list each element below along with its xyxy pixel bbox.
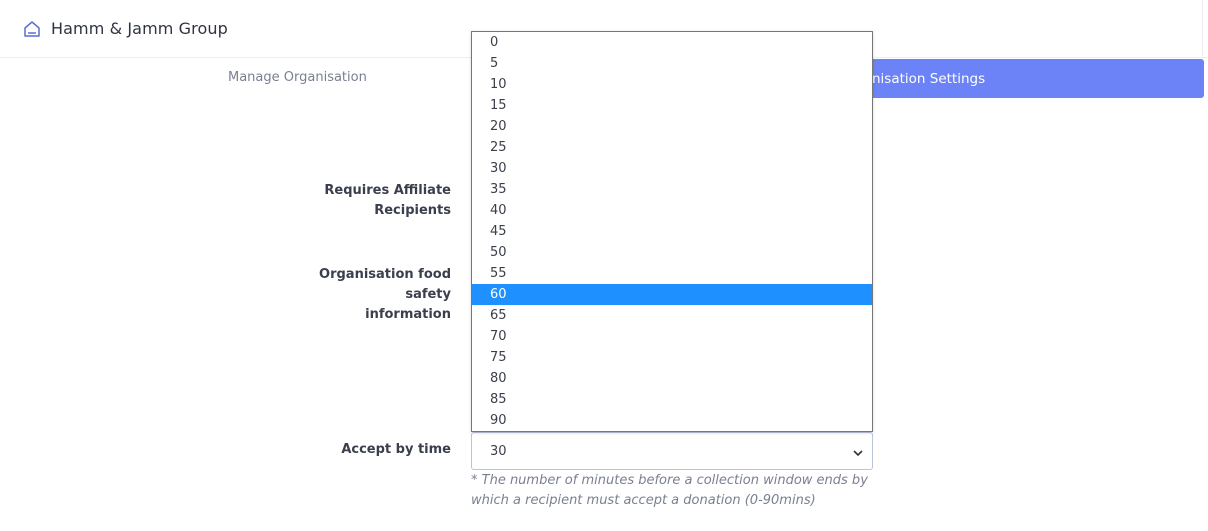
- food-safety-label-line: information: [365, 307, 451, 322]
- dropdown-option-65[interactable]: 65: [490, 308, 507, 323]
- accept-by-time-dropdown-list[interactable]: 0 5 10 15 20 25 30 35 40 45 50 55 60 65 70 75 80 85 90: [471, 31, 873, 432]
- accept-by-time-help: * The number of minutes before a collect…: [471, 471, 891, 511]
- dropdown-option-90[interactable]: 90: [490, 413, 507, 428]
- tab-manage-organisation[interactable]: Manage Organisation: [228, 70, 367, 85]
- tab-organisation-settings[interactable]: nisation Settings: [848, 59, 1204, 98]
- organisation-name: Hamm & Jamm Group: [51, 19, 228, 38]
- dropdown-option-60[interactable]: 60: [472, 284, 872, 305]
- dropdown-option-10[interactable]: 10: [490, 77, 507, 92]
- accept-by-time-select[interactable]: 30: [471, 432, 873, 470]
- dropdown-option-85[interactable]: 85: [490, 392, 507, 407]
- header-divider: [1202, 0, 1203, 58]
- chevron-down-icon[interactable]: [853, 447, 863, 457]
- food-safety-label-line: Organisation food: [319, 267, 451, 282]
- dropdown-option-45[interactable]: 45: [490, 224, 507, 239]
- dropdown-option-15[interactable]: 15: [490, 98, 507, 113]
- dropdown-option-20[interactable]: 20: [490, 119, 507, 134]
- home-icon[interactable]: [22, 19, 42, 39]
- dropdown-option-5[interactable]: 5: [490, 56, 499, 71]
- select-value: 30: [490, 443, 507, 459]
- dropdown-option-80[interactable]: 80: [490, 371, 507, 386]
- help-line: which a recipient must accept a donation…: [471, 493, 816, 508]
- requires-affiliate-label: Requires Affiliate Recipients: [291, 181, 451, 221]
- help-line: * The number of minutes before a collect…: [471, 473, 868, 488]
- food-safety-label-line: safety: [405, 287, 451, 302]
- dropdown-option-35[interactable]: 35: [490, 182, 507, 197]
- dropdown-option-0[interactable]: 0: [490, 35, 499, 50]
- dropdown-option-75[interactable]: 75: [490, 350, 507, 365]
- dropdown-option-40[interactable]: 40: [490, 203, 507, 218]
- dropdown-option-25[interactable]: 25: [490, 140, 507, 155]
- dropdown-option-30[interactable]: 30: [490, 161, 507, 176]
- dropdown-option-50[interactable]: 50: [490, 245, 507, 260]
- food-safety-label: Organisation food safety information: [291, 265, 451, 325]
- dropdown-option-70[interactable]: 70: [490, 329, 507, 344]
- dropdown-option-55[interactable]: 55: [490, 266, 507, 281]
- affiliate-label-line: Recipients: [374, 203, 451, 218]
- affiliate-label-line: Requires Affiliate: [324, 183, 451, 198]
- accept-by-time-label: Accept by time: [341, 442, 451, 457]
